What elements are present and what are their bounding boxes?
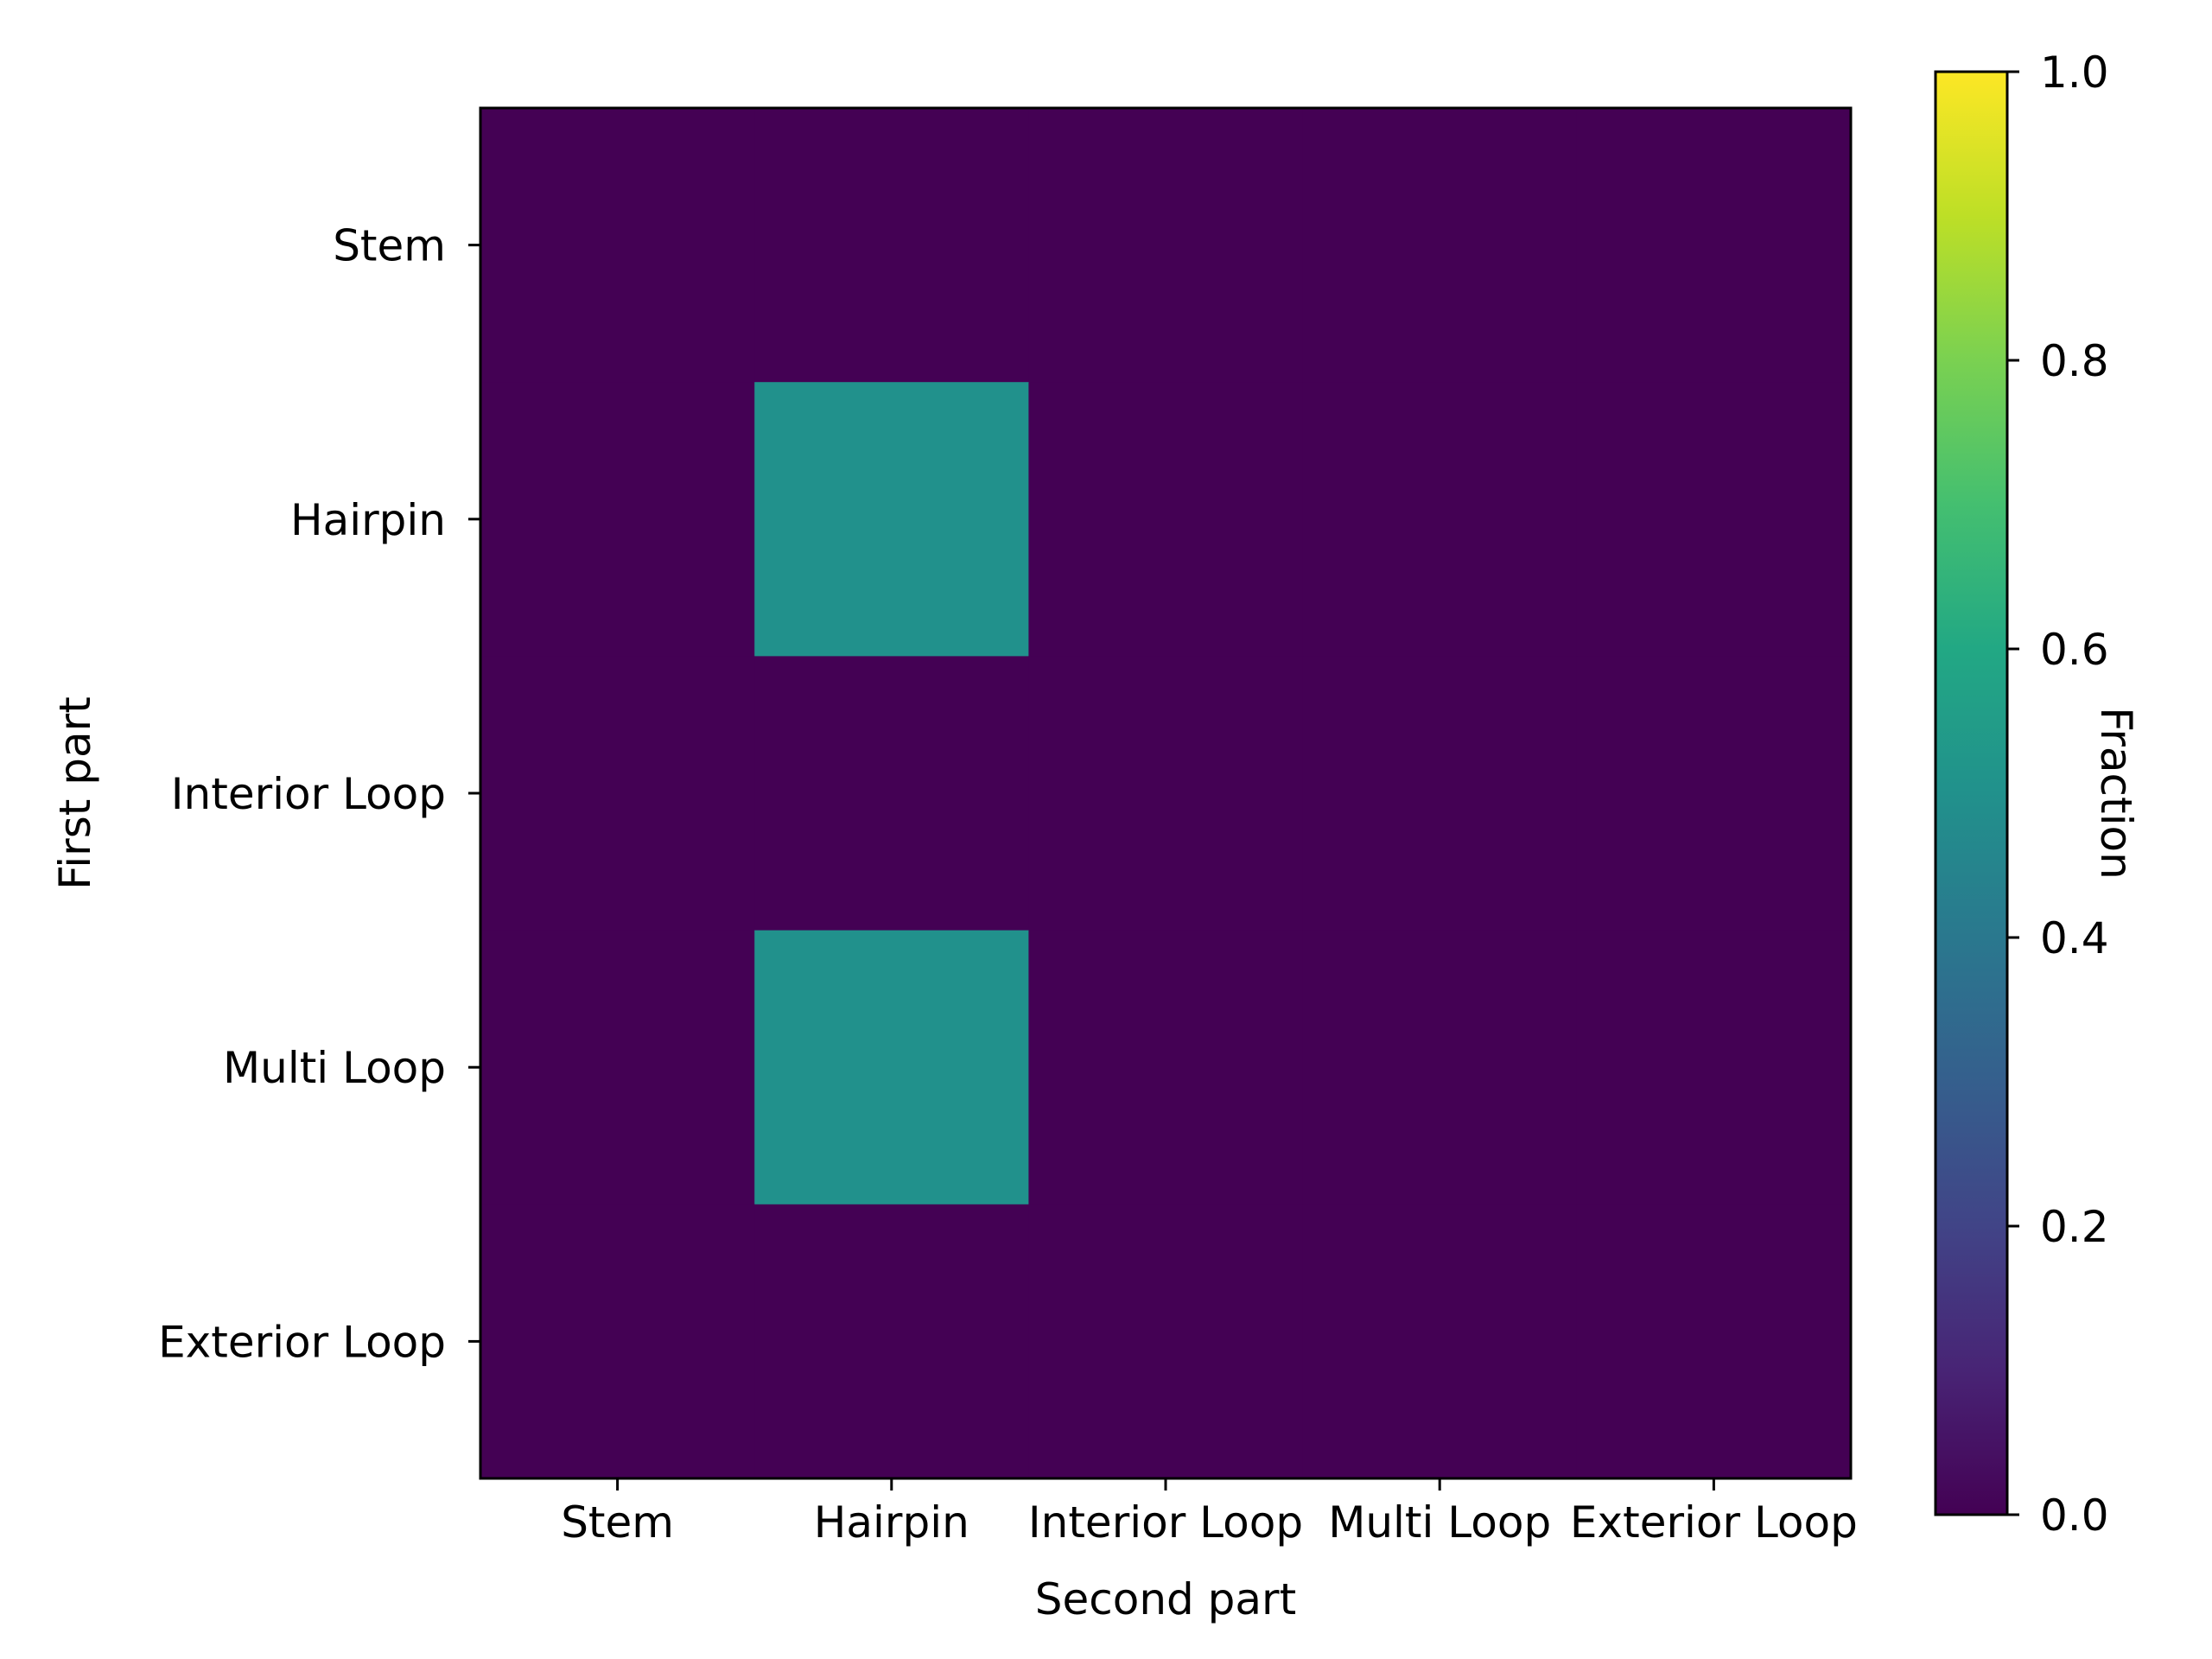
colorbar-tick-label: 0.0 xyxy=(2040,1491,2109,1541)
heatmap-cell xyxy=(754,930,1029,1205)
x-axis-label: Second part xyxy=(1035,1574,1296,1624)
heatmap-cell xyxy=(480,108,755,383)
y-axis: Stem Hairpin Interior Loop Multi Loop Exteri… xyxy=(158,221,480,1367)
heatmap-cell xyxy=(1576,930,1852,1205)
y-tick-label: Stem xyxy=(333,221,446,271)
heatmap-cell xyxy=(480,656,755,931)
heatmap-cell xyxy=(1028,930,1304,1205)
heatmap-cell xyxy=(754,382,1029,657)
x-tick-label: Multi Loop xyxy=(1328,1497,1551,1548)
heatmap-cell xyxy=(1302,656,1578,931)
heatmap-cell xyxy=(754,108,1029,383)
colorbar-tick-label: 0.6 xyxy=(2040,625,2109,675)
colorbar-tick-label: 0.8 xyxy=(2040,336,2109,386)
heatmap-cells xyxy=(480,108,1852,1479)
colorbar-label: Fraction xyxy=(2091,707,2141,880)
heatmap-cell xyxy=(1576,382,1852,657)
heatmap-cell xyxy=(1028,656,1304,931)
heatmap-cell xyxy=(1302,930,1578,1205)
heatmap-cell xyxy=(1576,1204,1852,1479)
heatmap-cell xyxy=(480,382,755,657)
y-axis-label: First part xyxy=(50,696,100,890)
heatmap-cell xyxy=(480,930,755,1205)
heatmap-cell xyxy=(1576,108,1852,383)
y-tick-label: Interior Loop xyxy=(171,769,446,819)
colorbar-tick-label: 0.4 xyxy=(2040,913,2109,963)
heatmap-cell xyxy=(1028,382,1304,657)
x-tick-label: Hairpin xyxy=(814,1497,969,1548)
heatmap-cell xyxy=(1028,1204,1304,1479)
colorbar-tick-label: 1.0 xyxy=(2040,48,2109,98)
y-tick-label: Multi Loop xyxy=(223,1043,446,1093)
x-axis: Stem Hairpin Interior Loop Multi Loop Exteri… xyxy=(561,1478,1858,1548)
heatmap-cell xyxy=(1302,108,1578,383)
x-tick-label: Interior Loop xyxy=(1028,1497,1303,1548)
heatmap-cell xyxy=(754,1204,1029,1479)
x-tick-label: Stem xyxy=(561,1497,674,1548)
heatmap-cell xyxy=(1302,1204,1578,1479)
colorbar: 0.0 0.2 0.4 0.6 0.8 1.0 Fraction xyxy=(1934,48,2141,1541)
heatmap-cell xyxy=(1302,382,1578,657)
colorbar-ticks: 0.0 0.2 0.4 0.6 0.8 1.0 xyxy=(2007,48,2109,1541)
heatmap-cell xyxy=(1576,656,1852,931)
y-tick-label: Exterior Loop xyxy=(158,1317,446,1367)
y-tick-label: Hairpin xyxy=(290,495,446,545)
x-tick-label: Exterior Loop xyxy=(1570,1497,1858,1548)
heatmap-cell xyxy=(754,656,1029,931)
colorbar-gradient xyxy=(1934,70,2009,1516)
colorbar-tick-label: 0.2 xyxy=(2040,1202,2109,1252)
heatmap-cell xyxy=(1028,108,1304,383)
heatmap-cell xyxy=(480,1204,755,1479)
